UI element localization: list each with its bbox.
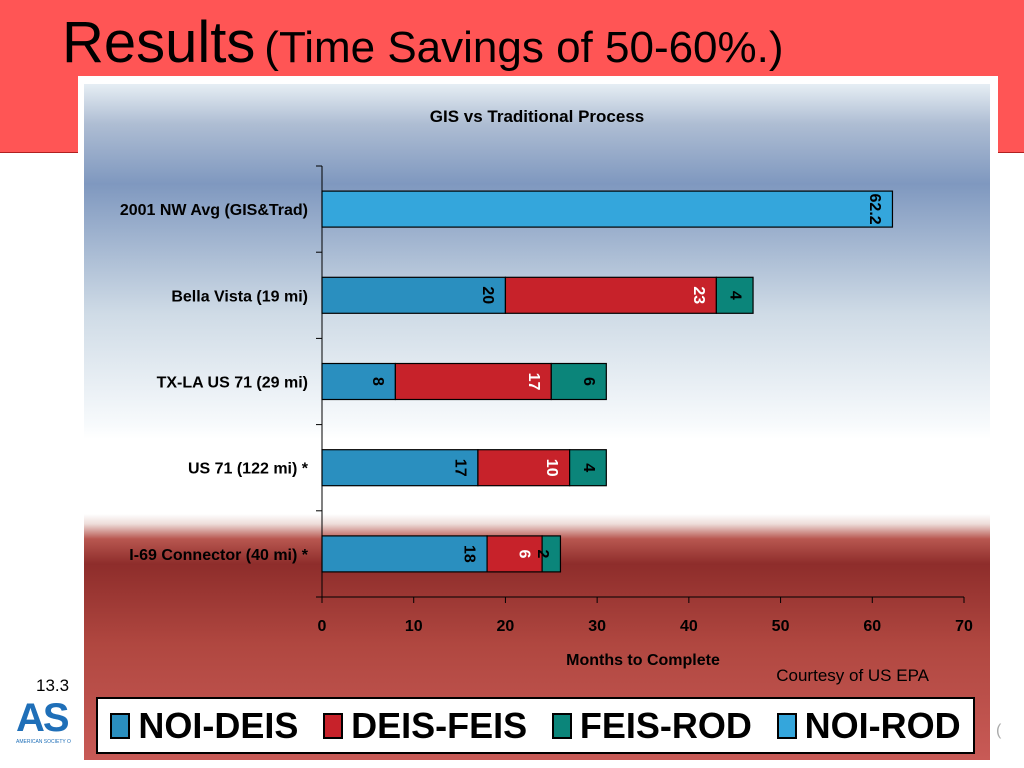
data-label: 10 [543, 459, 560, 477]
legend-swatch-noi-deis [110, 712, 131, 739]
category-label: TX-LA US 71 (29 mi) [157, 375, 308, 392]
bar-segment [550, 362, 607, 401]
bar-segment [321, 276, 507, 314]
x-tick-label: 20 [497, 618, 515, 635]
slide-title-subtitle: (Time Savings of 50-60%.) [264, 23, 784, 72]
x-tick-label: 50 [772, 618, 790, 635]
x-tick-label: 40 [680, 618, 698, 635]
category-label: I-69 Connector (40 mi) * [129, 547, 308, 564]
stacked-bar-chart: GIS vs Traditional Process 0 10 20 30 40 50 60 7… [120, 107, 973, 685]
slide-title-main: Results [62, 10, 256, 75]
chart-panel: GIS vs Traditional Process 0 10 20 30 40 50 60 7… [84, 84, 990, 760]
logo-text: AS [16, 696, 70, 740]
edge-mark: ( [996, 722, 1002, 739]
legend-label-noi-deis: NOI-DEIS [138, 704, 299, 746]
legend-item-deis-feis: DEIS-FEIS [323, 705, 527, 747]
bar-segment [541, 535, 562, 573]
x-axis-title: Months to Complete [566, 652, 720, 669]
source-annotation: Courtesy of US EPA [776, 666, 929, 685]
category-label: 2001 NW Avg (GIS&Trad) [120, 202, 308, 219]
slide-title: Results (Time Savings of 50-60%.) [62, 14, 784, 72]
page-number: 13.3 [36, 676, 70, 695]
legend-item-noi-deis: NOI-DEIS [110, 705, 298, 747]
bar-segment [477, 449, 571, 487]
category-label: US 71 (122 mi) * [188, 461, 309, 478]
data-label: 8 [369, 377, 386, 386]
x-tick-label: 60 [863, 618, 881, 635]
organization-logo: AS AMERICAN SOCIETY O [16, 698, 71, 745]
bar-segment [321, 535, 488, 573]
data-label: 17 [525, 373, 542, 391]
category-label: Bella Vista (19 mi) [171, 288, 308, 305]
legend-swatch-deis-feis [323, 712, 344, 739]
data-label: 6 [580, 377, 597, 386]
legend-item-noi-rod: NOI-ROD [776, 704, 961, 747]
data-label: 4 [580, 463, 597, 472]
data-label: 23 [690, 286, 707, 304]
bar-segment [394, 362, 552, 401]
data-label: 6 [516, 549, 533, 558]
legend-item-feis-rod: FEIS-ROD [551, 704, 752, 747]
x-tick-label: 70 [955, 618, 973, 635]
data-label: 17 [451, 459, 468, 477]
legend-label-deis-feis: DEIS-FEIS [351, 704, 528, 746]
legend-swatch-noi-rod [776, 712, 797, 739]
data-label: 2 [534, 549, 551, 558]
data-label: 20 [479, 286, 496, 304]
bar-segment [569, 449, 607, 487]
data-label: 18 [461, 545, 478, 563]
x-tick-label: 0 [318, 618, 327, 635]
x-tick-label: 30 [588, 618, 606, 635]
chart-legend: NOI-DEIS DEIS-FEIS FEIS-ROD NOI-ROD [96, 697, 975, 754]
legend-label-feis-rod: FEIS-ROD [579, 704, 752, 746]
logo-subtext: AMERICAN SOCIETY O [16, 739, 71, 745]
bar-segment [504, 276, 717, 314]
legend-swatch-feis-rod [551, 712, 572, 739]
bar-segment [715, 276, 754, 314]
data-label: 62.2 [866, 194, 883, 225]
x-tick-label: 10 [405, 618, 423, 635]
chart-title: GIS vs Traditional Process [430, 107, 644, 126]
bar-segment [486, 535, 543, 573]
legend-label-noi-rod: NOI-ROD [804, 704, 961, 746]
bar-segment [321, 190, 894, 228]
data-label: 4 [727, 291, 744, 300]
